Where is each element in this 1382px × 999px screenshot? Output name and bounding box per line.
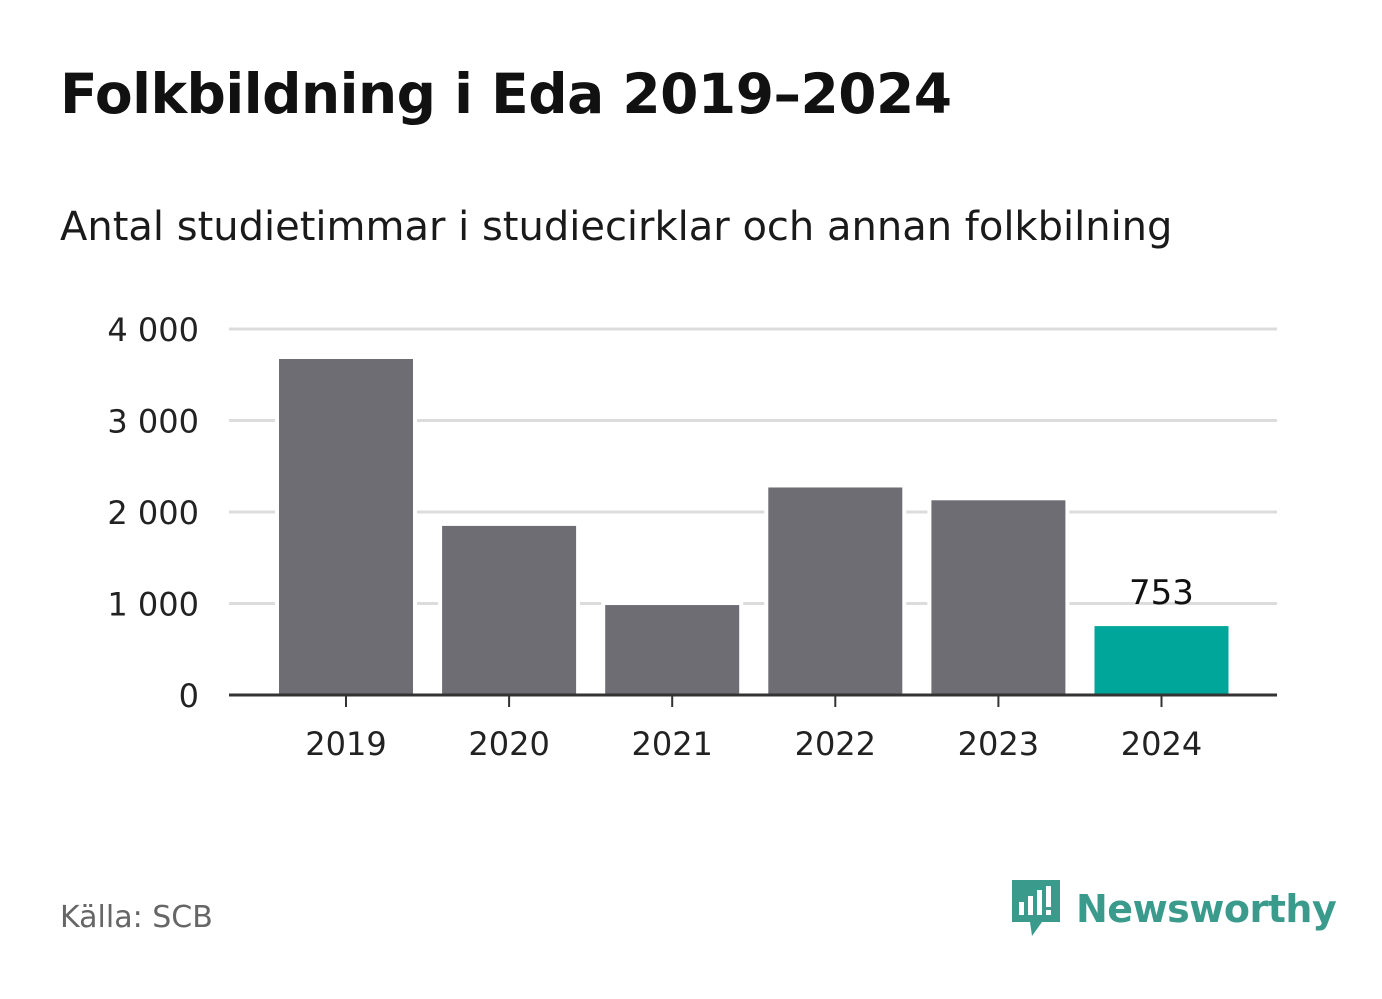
labels: 0 1 000 2 000 3 000 4 000 2019 2020 2021 2022 202…: [107, 311, 1202, 763]
bar-chart: 0 1 000 2 000 3 000 4 000 2019 2020 2021 2022 202…: [107, 311, 1277, 763]
y-tick-label: 2 000: [107, 494, 199, 532]
x-tick-label: 2019: [305, 725, 386, 763]
x-tick-label: 2023: [958, 725, 1039, 763]
brand-name: Newsworthy: [1076, 887, 1337, 931]
y-tick-label: 0: [179, 677, 199, 715]
x-tick-label: 2022: [795, 725, 876, 763]
bar-2022: [768, 487, 903, 695]
x-tick-label: 2021: [631, 725, 712, 763]
y-tick-label: 4 000: [107, 311, 199, 349]
data-label: 753: [1129, 573, 1194, 613]
bar-2024: [1094, 626, 1229, 695]
bar-2021: [605, 605, 740, 695]
newsworthy-logo-icon: [1012, 880, 1060, 936]
y-tick-label: 3 000: [107, 403, 199, 441]
brand-logo: Newsworthy: [1010, 878, 1337, 940]
y-tick-label: 1 000: [107, 586, 199, 624]
x-tick-label: 2024: [1121, 725, 1202, 763]
chart-title: Folkbildning i Eda 2019–2024: [60, 62, 952, 126]
bars: [275, 355, 1233, 695]
chart-subtitle: Antal studietimmar i studiecirklar och a…: [60, 204, 1173, 250]
bar-2023: [931, 500, 1066, 695]
source-note: Källa: SCB: [60, 900, 213, 935]
bar-2020: [442, 525, 577, 695]
x-tick-label: 2020: [468, 725, 549, 763]
axes: [229, 693, 1277, 707]
bar-2019: [279, 359, 413, 695]
